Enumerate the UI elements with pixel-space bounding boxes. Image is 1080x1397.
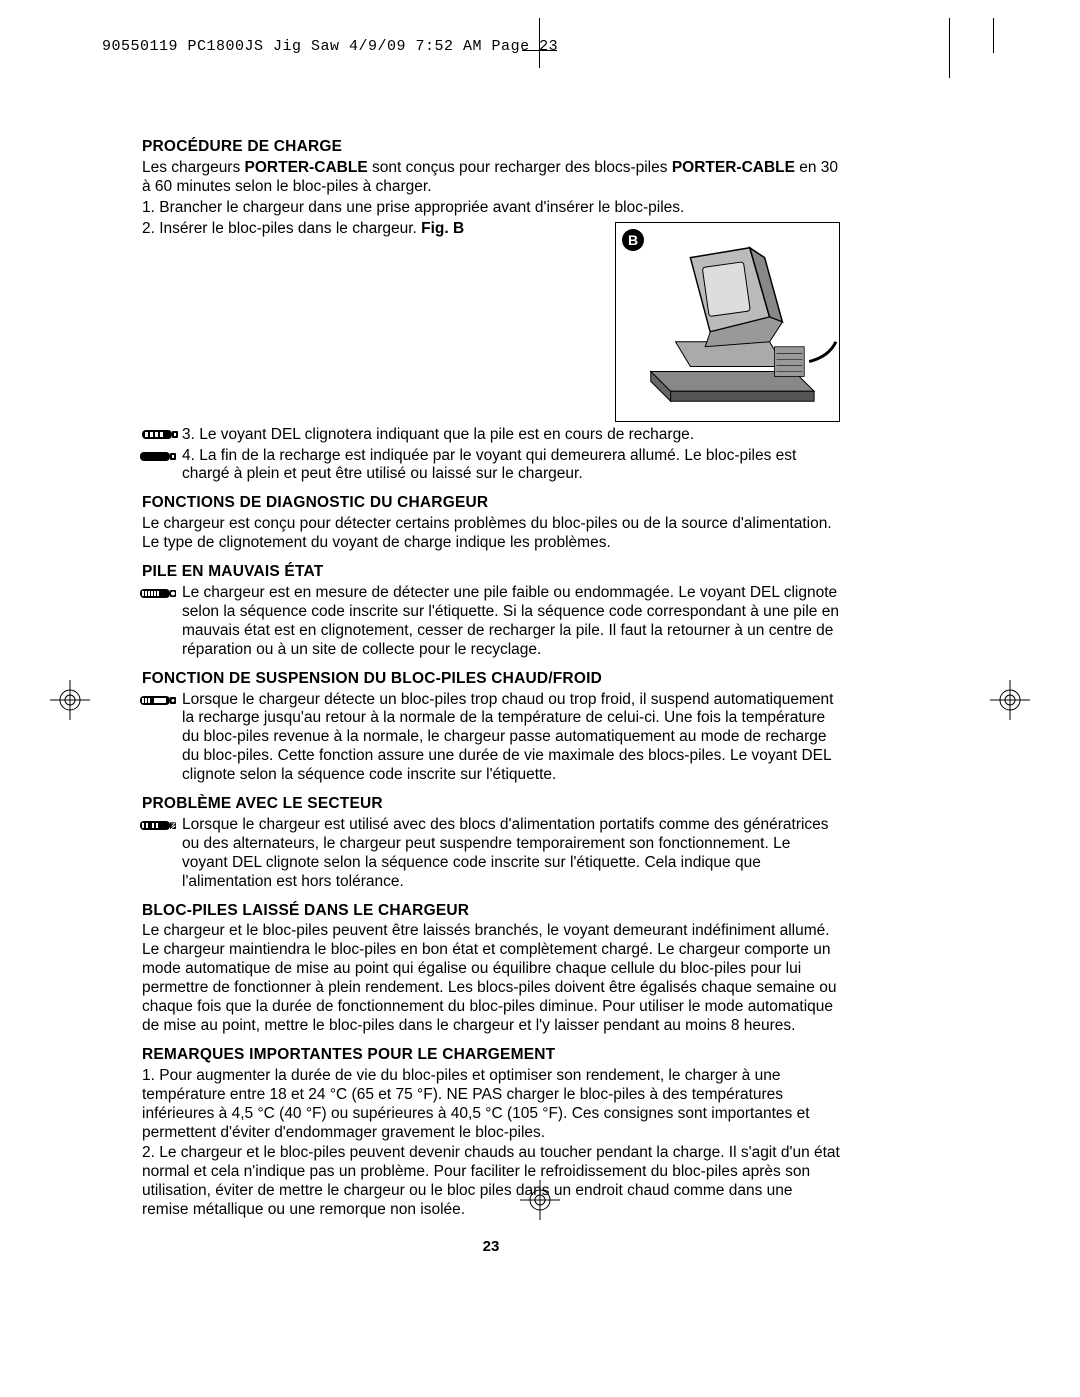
brand-name: PORTER-CABLE	[245, 159, 368, 176]
figure-label: B	[622, 229, 644, 251]
section-title-charge-procedure: PROCÉDURE DE CHARGE	[142, 138, 840, 157]
section-title-left-in-charger: BLOC-PILES LAISSÉ DANS LE CHARGEUR	[142, 902, 840, 921]
section-title-bad-battery: PILE EN MAUVAIS ÉTAT	[142, 563, 840, 582]
step-3: 3. Le voyant DEL clignotera indiquant qu…	[142, 426, 840, 445]
text: 3. Le voyant DEL clignotera indiquant qu…	[182, 426, 694, 443]
text: Lorsque le chargeur détecte un bloc-pile…	[182, 691, 833, 784]
section-title-hot-cold: FONCTION DE SUSPENSION DU BLOC-PILES CHA…	[142, 670, 840, 689]
section-title-power-problem: PROBLÈME AVEC LE SECTEUR	[142, 795, 840, 814]
text: Le chargeur est en mesure de détecter un…	[182, 584, 839, 658]
crop-mark-right-2	[993, 18, 994, 53]
figure-b: B	[615, 222, 840, 422]
led-solid-icon	[140, 449, 178, 464]
led-hot-cold-icon	[140, 693, 178, 708]
registration-mark-right	[990, 680, 1030, 720]
text: 2. Insérer le bloc-piles dans le chargeu…	[142, 220, 421, 237]
charger-illustration	[616, 223, 839, 421]
bad-battery-text: Le chargeur est en mesure de détecter un…	[142, 584, 840, 660]
note-1: 1. Pour augmenter la durée de vie du blo…	[142, 1067, 840, 1143]
print-header: 90550119 PC1800JS Jig Saw 4/9/09 7:52 AM…	[102, 38, 558, 55]
section-title-diagnostic: FONCTIONS DE DIAGNOSTIC DU CHARGEUR	[142, 494, 840, 513]
hot-cold-text: Lorsque le chargeur détecte un bloc-pile…	[142, 691, 840, 786]
led-bad-battery-icon	[140, 586, 178, 601]
power-problem-text: Lorsque le chargeur est utilisé avec des…	[142, 816, 840, 892]
step-1: 1. Brancher le chargeur dans une prise a…	[142, 199, 840, 218]
text: 4. La fin de la recharge est indiquée pa…	[182, 447, 796, 483]
page-number: 23	[142, 1238, 840, 1256]
figure-b-wrap: B	[615, 222, 840, 422]
text: Les chargeurs	[142, 159, 245, 176]
crop-mark-right-1	[949, 18, 950, 78]
page-content: PROCÉDURE DE CHARGE Les chargeurs PORTER…	[142, 138, 840, 1256]
step-4: 4. La fin de la recharge est indiquée pa…	[142, 447, 840, 485]
led-power-problem-icon	[140, 818, 178, 833]
section-title-important-notes: REMARQUES IMPORTANTES POUR LE CHARGEMENT	[142, 1046, 840, 1065]
registration-mark-left	[50, 680, 90, 720]
note-2: 2. Le chargeur et le bloc-piles peuvent …	[142, 1144, 840, 1220]
text: Lorsque le chargeur est utilisé avec des…	[182, 816, 829, 890]
brand-name: PORTER-CABLE	[672, 159, 795, 176]
diagnostic-text: Le chargeur est conçu pour détecter cert…	[142, 515, 840, 553]
left-in-charger-text: Le chargeur et le bloc-piles peuvent êtr…	[142, 922, 840, 1035]
charge-intro: Les chargeurs PORTER-CABLE sont conçus p…	[142, 159, 840, 197]
text: sont conçus pour recharger des blocs-pil…	[368, 159, 672, 176]
led-blink-icon	[142, 427, 180, 442]
figure-ref: Fig. B	[421, 220, 464, 237]
